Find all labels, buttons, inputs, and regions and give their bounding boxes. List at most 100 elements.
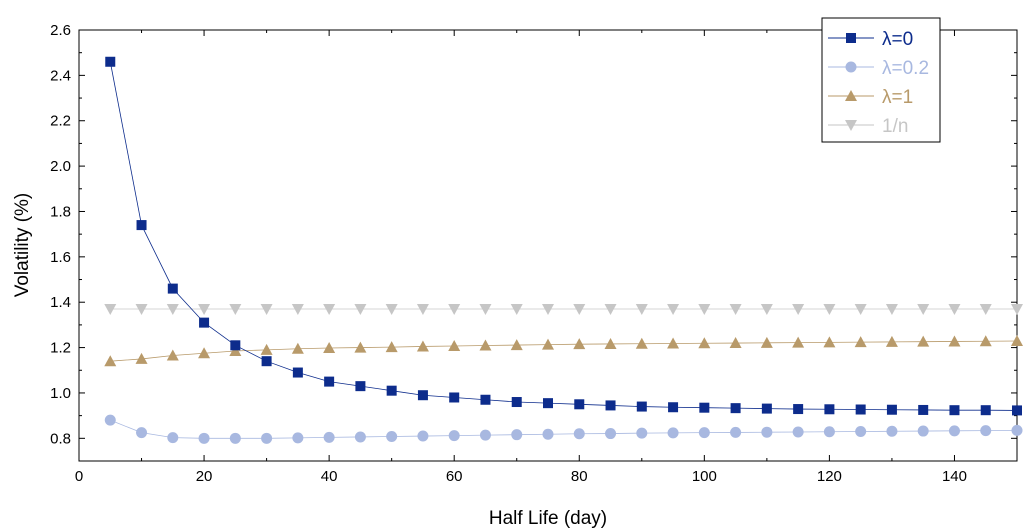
data-point bbox=[105, 56, 116, 67]
data-point bbox=[416, 340, 429, 352]
legend-marker bbox=[846, 33, 856, 43]
data-point bbox=[417, 430, 429, 442]
data-point bbox=[635, 304, 648, 316]
data-point bbox=[104, 304, 117, 316]
data-point bbox=[199, 317, 210, 328]
data-point bbox=[761, 403, 772, 414]
legend-label: λ=0 bbox=[882, 29, 913, 50]
data-point bbox=[854, 336, 867, 348]
data-point bbox=[135, 352, 148, 364]
data-point bbox=[573, 428, 585, 440]
data-point bbox=[761, 426, 773, 438]
data-point bbox=[229, 344, 242, 356]
data-point bbox=[793, 404, 804, 415]
data-point bbox=[260, 304, 273, 316]
data-point bbox=[198, 304, 211, 316]
y-tick-label: 2.4 bbox=[50, 67, 71, 84]
data-point bbox=[885, 335, 898, 347]
data-point bbox=[949, 405, 960, 416]
data-point bbox=[698, 427, 710, 439]
data-point bbox=[698, 337, 711, 349]
data-point bbox=[854, 304, 867, 316]
data-point bbox=[510, 304, 523, 316]
x-tick-label: 60 bbox=[446, 468, 463, 485]
data-point bbox=[479, 339, 492, 351]
data-point bbox=[667, 337, 680, 349]
legend-label: 1/n bbox=[882, 116, 908, 137]
data-point bbox=[542, 338, 554, 350]
data-point bbox=[354, 431, 366, 443]
data-point bbox=[980, 425, 992, 437]
legend-box bbox=[821, 17, 941, 143]
data-point bbox=[918, 404, 929, 415]
data-point bbox=[823, 426, 835, 438]
data-point bbox=[385, 341, 398, 353]
data-point bbox=[323, 342, 336, 354]
data-point bbox=[604, 337, 617, 349]
data-point bbox=[385, 304, 398, 316]
data-point bbox=[604, 304, 617, 316]
data-point bbox=[260, 343, 273, 355]
data-point bbox=[823, 304, 836, 316]
data-point bbox=[886, 425, 898, 437]
data-point bbox=[229, 432, 241, 444]
x-tick-label: 20 bbox=[196, 468, 213, 485]
data-point bbox=[354, 341, 367, 353]
data-point bbox=[573, 304, 586, 316]
data-point bbox=[979, 335, 992, 347]
data-point bbox=[323, 431, 335, 443]
data-point bbox=[480, 394, 491, 405]
data-point bbox=[166, 304, 179, 316]
data-point bbox=[448, 339, 461, 351]
y-tick-label: 2.6 bbox=[50, 22, 71, 39]
x-tick-label: 100 bbox=[692, 468, 717, 485]
y-tick-label: 2.0 bbox=[50, 158, 71, 175]
data-point bbox=[1011, 424, 1023, 436]
data-point bbox=[198, 347, 211, 359]
data-point bbox=[760, 336, 773, 348]
legend-marker bbox=[845, 90, 857, 101]
data-point bbox=[792, 304, 805, 316]
data-point bbox=[605, 428, 617, 440]
data-point bbox=[291, 342, 304, 354]
legend-marker bbox=[845, 61, 857, 73]
y-axis-title: Volatility (%) bbox=[12, 193, 33, 298]
data-point bbox=[323, 304, 336, 316]
legend-marker bbox=[845, 120, 857, 131]
data-point bbox=[699, 402, 710, 413]
data-point bbox=[574, 399, 585, 410]
y-tick-label: 0.8 bbox=[50, 430, 71, 447]
data-point bbox=[479, 304, 492, 316]
data-point bbox=[948, 304, 961, 316]
data-point bbox=[261, 356, 272, 367]
data-point bbox=[917, 425, 929, 437]
data-point bbox=[198, 432, 210, 444]
y-tick-label: 2.2 bbox=[50, 113, 71, 130]
data-point bbox=[230, 340, 241, 351]
data-point bbox=[511, 397, 522, 408]
data-point bbox=[479, 429, 491, 441]
data-point bbox=[855, 404, 866, 415]
data-point bbox=[979, 304, 992, 316]
data-point bbox=[980, 405, 991, 416]
data-point bbox=[292, 432, 304, 444]
legend-label: λ=1 bbox=[882, 87, 913, 108]
data-point bbox=[542, 304, 554, 316]
data-point bbox=[386, 385, 397, 396]
y-tick-label: 1.6 bbox=[50, 249, 71, 266]
y-tick-label: 1.4 bbox=[50, 294, 71, 311]
data-point bbox=[573, 338, 586, 350]
series-markers bbox=[104, 56, 1023, 444]
data-point bbox=[729, 304, 742, 316]
data-point bbox=[167, 432, 179, 444]
data-point bbox=[324, 376, 335, 387]
data-point bbox=[1011, 335, 1023, 347]
data-point bbox=[449, 392, 460, 403]
data-point bbox=[729, 337, 742, 349]
data-point bbox=[824, 404, 835, 415]
data-point bbox=[855, 426, 867, 438]
data-point bbox=[636, 401, 647, 412]
data-point bbox=[605, 400, 616, 411]
data-point bbox=[636, 427, 648, 439]
